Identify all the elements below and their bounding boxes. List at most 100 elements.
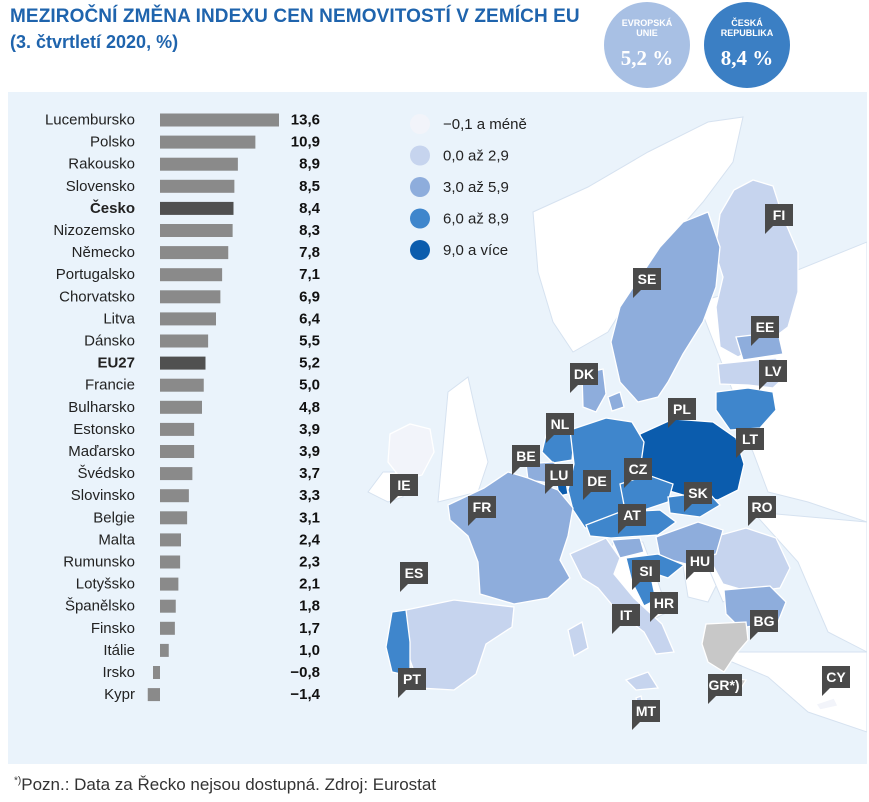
bar-value-label: 2,1 bbox=[299, 576, 320, 593]
country-ro bbox=[709, 527, 791, 593]
country-label: ES bbox=[405, 565, 424, 581]
country-label-box bbox=[570, 363, 598, 393]
country-label: BG bbox=[754, 613, 775, 629]
legend-label: 6,0 až 8,9 bbox=[443, 211, 509, 228]
bar-category-label: Portugalsko bbox=[56, 266, 135, 283]
bar-value-label: −1,4 bbox=[290, 686, 320, 703]
country-label-box bbox=[512, 445, 540, 475]
bar-value-label: 6,4 bbox=[299, 310, 321, 327]
bar-rakousko bbox=[160, 157, 238, 171]
country-label: MT bbox=[636, 703, 657, 719]
bar-irsko bbox=[153, 666, 160, 679]
country-label: DK bbox=[574, 366, 594, 382]
bar-švédsko bbox=[160, 467, 193, 481]
bar-category-label: Itálie bbox=[103, 642, 135, 659]
bar-chart: Lucembursko 13,6 Polsko 10,9 Rakousko 8,9 Slov… bbox=[45, 112, 321, 704]
country-label: IE bbox=[397, 477, 410, 493]
bar-malta bbox=[160, 533, 181, 547]
country-label: IT bbox=[620, 607, 633, 623]
country-label: HR bbox=[654, 595, 674, 611]
bar-value-label: 3,9 bbox=[299, 421, 320, 438]
bar-belgie bbox=[160, 511, 188, 525]
chart-panel: Lucembursko 13,6 Polsko 10,9 Rakousko 8,9 Slov… bbox=[8, 92, 867, 764]
country-label: AT bbox=[623, 507, 641, 523]
bar-value-label: 5,0 bbox=[299, 377, 320, 394]
bar-maďarsko bbox=[160, 445, 195, 458]
legend-label: 3,0 až 5,9 bbox=[443, 179, 509, 196]
bar-category-label: Slovensko bbox=[66, 178, 135, 195]
chart-title: MEZIROČNÍ ZMĚNA INDEXU CEN NEMOVITOSTÍ V… bbox=[10, 6, 580, 27]
legend-swatch bbox=[410, 145, 430, 166]
country-label-box bbox=[650, 592, 678, 622]
bar-value-label: 1,8 bbox=[299, 598, 320, 615]
bar-category-label: Rakousko bbox=[68, 156, 135, 173]
country-label-box bbox=[546, 413, 574, 443]
bar-value-label: 13,6 bbox=[291, 112, 320, 129]
bar-category-label: Lotyšsko bbox=[76, 576, 135, 593]
legend-swatch bbox=[410, 177, 430, 197]
bar-kypr bbox=[147, 688, 160, 702]
legend-label: 9,0 a více bbox=[443, 242, 508, 259]
country-label: PL bbox=[673, 401, 691, 417]
bar-category-label: Nizozemsko bbox=[53, 222, 135, 239]
country-label: RO bbox=[752, 499, 773, 515]
footnote-mark: *) bbox=[14, 775, 22, 787]
country-label: LU bbox=[550, 467, 569, 483]
country-label-box bbox=[822, 666, 850, 696]
country-label-box bbox=[612, 604, 640, 634]
country-label-box bbox=[624, 458, 652, 488]
country-label: GR*) bbox=[708, 677, 739, 693]
bar-value-label: 2,3 bbox=[299, 554, 320, 571]
bar-value-label: 5,5 bbox=[299, 333, 320, 350]
bar-španělsko bbox=[160, 599, 176, 613]
bar-value-label: 10,9 bbox=[291, 134, 320, 151]
country-label-box bbox=[468, 496, 496, 526]
bar-bulharsko bbox=[160, 400, 202, 414]
country-label-box bbox=[583, 470, 611, 500]
country-label-box bbox=[398, 668, 426, 698]
bar-value-label: 4,8 bbox=[299, 399, 320, 416]
bar-category-label: Maďarsko bbox=[68, 443, 135, 460]
bar-portugalsko bbox=[160, 268, 223, 282]
country-label: LV bbox=[765, 363, 783, 379]
bar-lucembursko bbox=[160, 113, 279, 127]
bar-category-label: Švédsko bbox=[77, 465, 135, 482]
bar-chorvatsko bbox=[160, 290, 221, 304]
bar-category-label: Francie bbox=[85, 377, 135, 394]
country-label-box bbox=[765, 204, 793, 234]
legend-swatch bbox=[410, 240, 430, 260]
country-label: SK bbox=[688, 485, 707, 501]
country-label: HU bbox=[690, 553, 710, 569]
map-country-labels: FI SE EE LV LT DK PL NL BE LU DE CZ SK AT IE FR RO HU SIHR… bbox=[390, 204, 850, 730]
cz-badge-label: ČESKÁ REPUBLIKA bbox=[720, 18, 774, 38]
country-label: SI bbox=[639, 563, 652, 579]
map-legend: −0,1 a méně 0,0 až 2,9 3,0 až 5,9 6,0 až 8,… bbox=[410, 114, 527, 260]
country-label-box bbox=[668, 398, 696, 428]
bar-category-label: Španělsko bbox=[65, 598, 135, 615]
country-label: CY bbox=[826, 669, 846, 685]
bar-dánsko bbox=[160, 334, 209, 348]
non-eu-land bbox=[751, 511, 867, 653]
bar-value-label: −0,8 bbox=[290, 664, 320, 681]
bar-category-label: Malta bbox=[98, 531, 135, 548]
chart-canvas: Lucembursko 13,6 Polsko 10,9 Rakousko 8,9 Slov… bbox=[45, 112, 867, 733]
bar-category-label: Lucembursko bbox=[45, 112, 135, 129]
bar-value-label: 8,9 bbox=[299, 156, 320, 173]
eu-badge-value: 5,2 % bbox=[620, 46, 674, 70]
country-label: FI bbox=[773, 207, 785, 223]
country-cy bbox=[814, 697, 839, 711]
bar-category-label: EU27 bbox=[97, 355, 135, 372]
bar-value-label: 5,2 bbox=[299, 355, 320, 372]
bar-category-label: Slovinsko bbox=[71, 487, 135, 504]
bar-estonsko bbox=[160, 422, 195, 436]
cz-value-badge: ČESKÁ REPUBLIKA 8,4 % bbox=[704, 2, 790, 88]
bar-value-label: 8,3 bbox=[299, 222, 320, 239]
bar-francie bbox=[160, 378, 204, 392]
country-si bbox=[611, 537, 645, 559]
bar-česko bbox=[160, 201, 234, 215]
legend-swatch bbox=[410, 208, 430, 229]
bar-value-label: 7,1 bbox=[299, 266, 320, 283]
bar-category-label: Dánsko bbox=[84, 333, 135, 350]
country-label: CZ bbox=[629, 461, 648, 477]
bar-value-label: 2,4 bbox=[299, 531, 321, 548]
